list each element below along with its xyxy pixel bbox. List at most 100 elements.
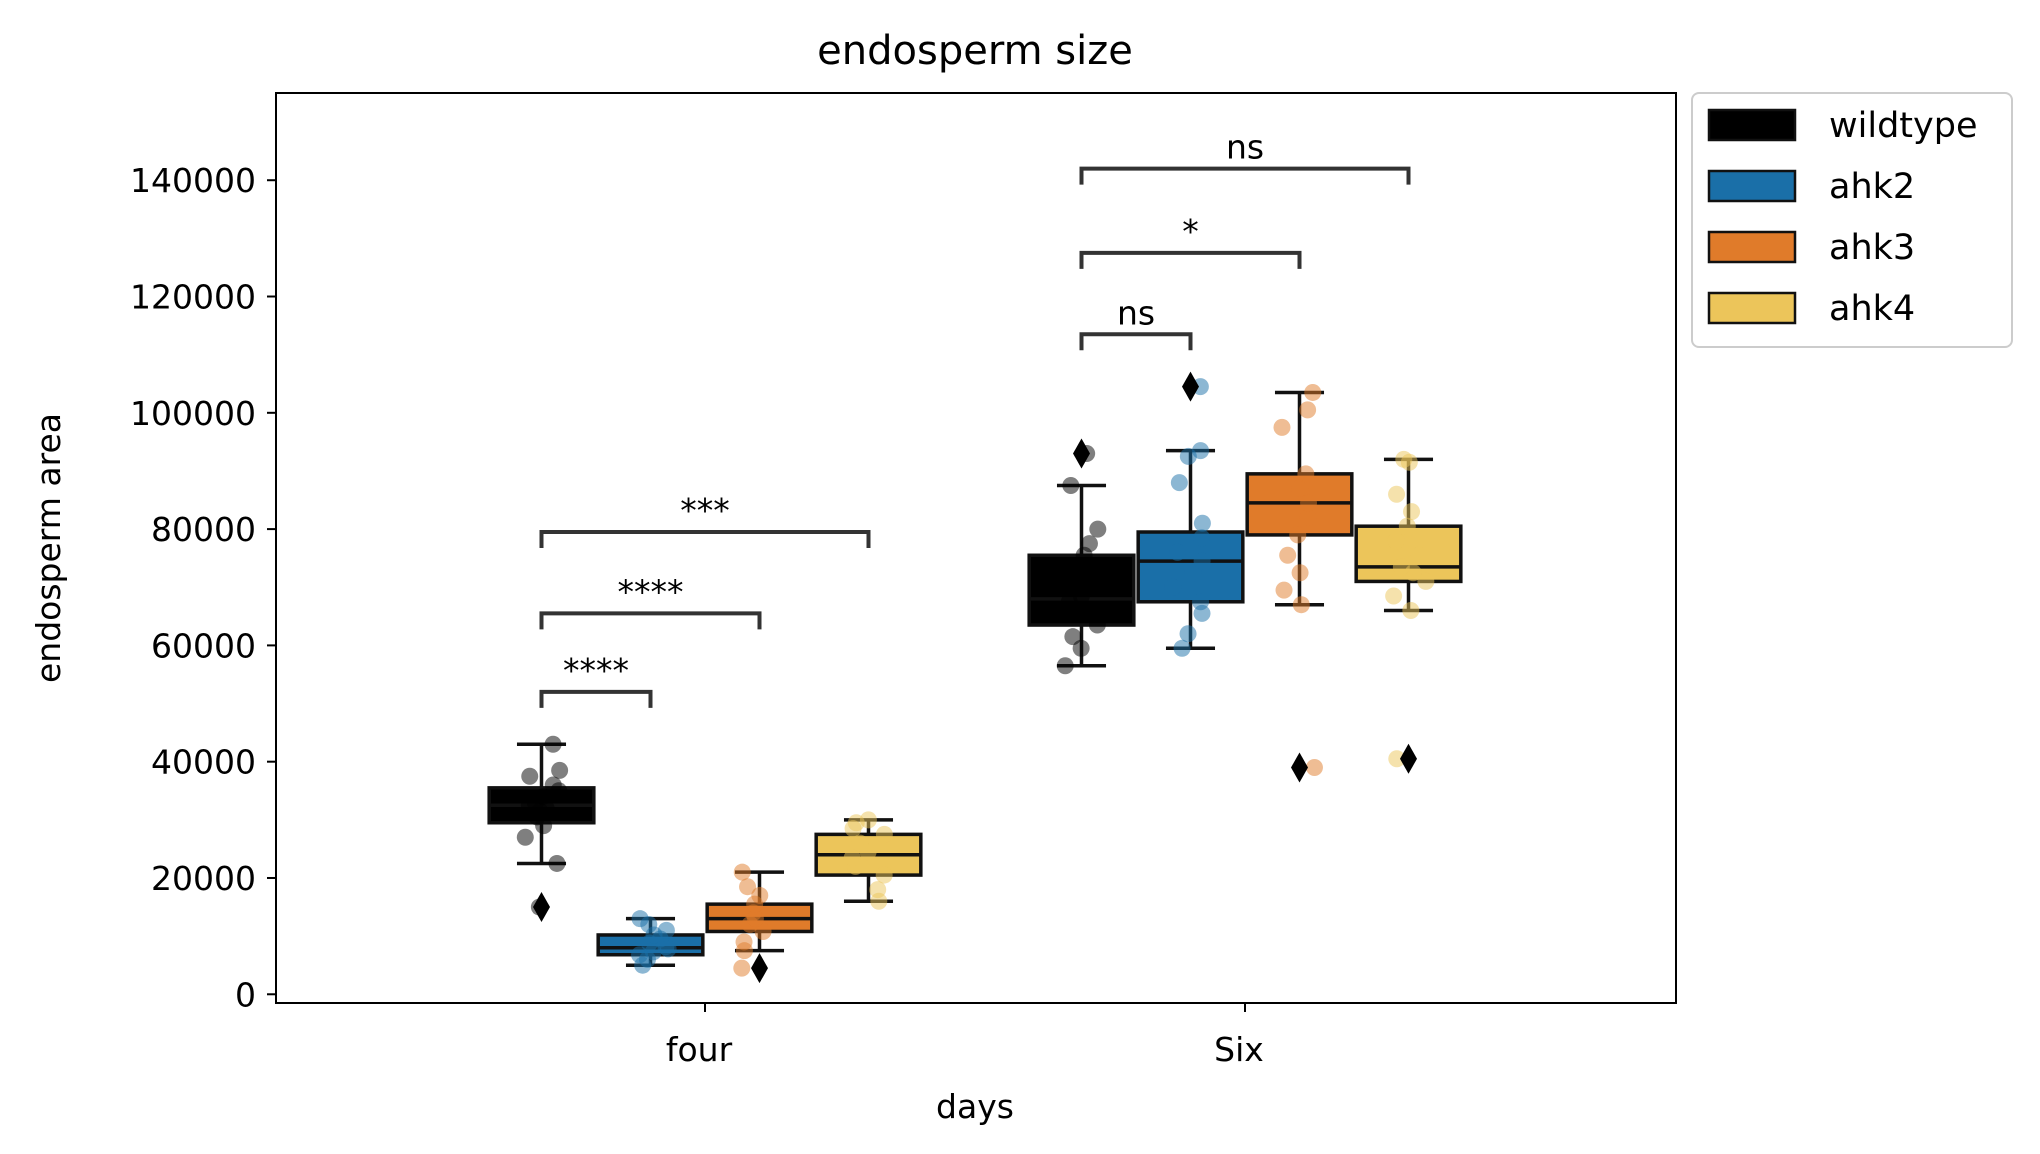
box-ahk4-Six xyxy=(1354,450,1463,774)
significance-label: ns xyxy=(1226,128,1264,167)
data-point xyxy=(859,811,877,829)
data-point xyxy=(1275,581,1293,599)
legend-label: ahk2 xyxy=(1829,167,1915,207)
data-point xyxy=(544,776,562,794)
data-point xyxy=(733,959,751,977)
data-point xyxy=(1297,465,1315,483)
legend-frame xyxy=(1691,92,2013,348)
data-point xyxy=(754,922,772,940)
significance-bracket: ns xyxy=(1079,293,1193,351)
data-point xyxy=(1395,450,1413,468)
data-point xyxy=(1193,552,1211,570)
data-point xyxy=(1392,558,1410,576)
data-point xyxy=(1403,503,1421,521)
data-point xyxy=(1088,616,1106,634)
data-point xyxy=(875,866,893,884)
significance-label: * xyxy=(1182,212,1199,251)
legend: wildtype ahk2 ahk3 ahk4 xyxy=(1691,92,2013,348)
data-point xyxy=(1192,442,1210,460)
data-point xyxy=(1291,564,1309,582)
data-point xyxy=(1192,593,1210,611)
data-point xyxy=(657,921,675,939)
data-point xyxy=(1179,625,1197,643)
legend-label: ahk4 xyxy=(1829,289,1915,329)
data-point xyxy=(1402,602,1420,620)
data-point xyxy=(1304,383,1322,401)
data-point xyxy=(1398,517,1416,535)
y-tick-label: 80000 xyxy=(151,510,256,549)
plot-content: ***********ns*ns xyxy=(487,128,1463,984)
data-point xyxy=(1087,575,1105,593)
data-point xyxy=(534,788,552,806)
outlier-marker xyxy=(1291,752,1308,783)
data-point xyxy=(1300,494,1318,512)
outlier-marker xyxy=(1182,371,1199,402)
data-point xyxy=(1273,418,1291,436)
data-point xyxy=(869,881,887,899)
y-tick-label: 20000 xyxy=(151,859,256,898)
x-axis: four Six xyxy=(666,1003,1264,1069)
data-point xyxy=(1410,546,1428,564)
significance-label: ns xyxy=(1117,293,1155,332)
significance-label: **** xyxy=(563,651,629,690)
data-point xyxy=(631,946,649,964)
data-point xyxy=(548,854,566,872)
data-point xyxy=(1193,514,1211,532)
significance-bracket: * xyxy=(1079,212,1302,269)
data-point xyxy=(631,910,649,928)
legend-swatch xyxy=(1707,291,1797,325)
data-point xyxy=(1305,759,1323,777)
data-point xyxy=(733,863,751,881)
outlier-marker xyxy=(533,892,550,923)
data-point xyxy=(1168,543,1186,561)
box-ahk2-Six xyxy=(1136,371,1245,657)
x-tick-label: Six xyxy=(1214,1030,1264,1069)
box-wildtype-four xyxy=(487,735,596,923)
data-point xyxy=(1067,564,1085,582)
outlier-marker xyxy=(751,953,768,984)
plot-frame xyxy=(275,92,1677,1004)
data-point xyxy=(1184,564,1202,582)
data-point xyxy=(1291,479,1309,497)
y-tick-label: 140000 xyxy=(130,161,256,200)
data-point xyxy=(1289,526,1307,544)
box-ahk2-four xyxy=(596,910,705,974)
box-ahk3-Six xyxy=(1245,383,1354,783)
x-axis-label: days xyxy=(936,1087,1014,1126)
y-tick-label: 120000 xyxy=(130,278,256,317)
significance-bracket: ns xyxy=(1079,128,1411,185)
data-point xyxy=(1062,476,1080,494)
data-point xyxy=(1164,578,1182,596)
data-point xyxy=(1299,508,1317,526)
bracket-line xyxy=(539,611,762,630)
data-point xyxy=(735,933,753,951)
y-axis: 0 20000 40000 60000 80000 100000 120000 140000 xyxy=(130,161,276,1014)
data-point xyxy=(1064,628,1082,646)
data-point xyxy=(1292,596,1310,614)
y-tick-label: 60000 xyxy=(151,626,256,665)
data-point xyxy=(551,761,569,779)
data-point xyxy=(1388,750,1406,768)
legend-swatch xyxy=(1707,230,1797,264)
legend-swatch xyxy=(1707,169,1797,203)
data-point xyxy=(1388,485,1406,503)
data-point xyxy=(1170,474,1188,492)
data-point xyxy=(1056,657,1074,675)
significance-label: **** xyxy=(618,572,684,611)
bracket-line xyxy=(539,530,871,549)
data-point xyxy=(1299,401,1317,419)
box-ahk3-four xyxy=(705,863,814,984)
data-point xyxy=(1072,587,1090,605)
significance-bracket: **** xyxy=(539,651,653,708)
bracket-line xyxy=(1079,250,1302,269)
legend-label: ahk3 xyxy=(1829,228,1915,268)
data-point xyxy=(521,767,539,785)
data-point xyxy=(1193,529,1211,547)
data-point xyxy=(1417,572,1435,590)
data-point xyxy=(1173,639,1191,657)
box-ahk4-four xyxy=(814,811,923,910)
data-point xyxy=(1080,535,1098,553)
legend-swatch xyxy=(1707,108,1797,142)
box-wildtype-Six xyxy=(1027,438,1136,675)
